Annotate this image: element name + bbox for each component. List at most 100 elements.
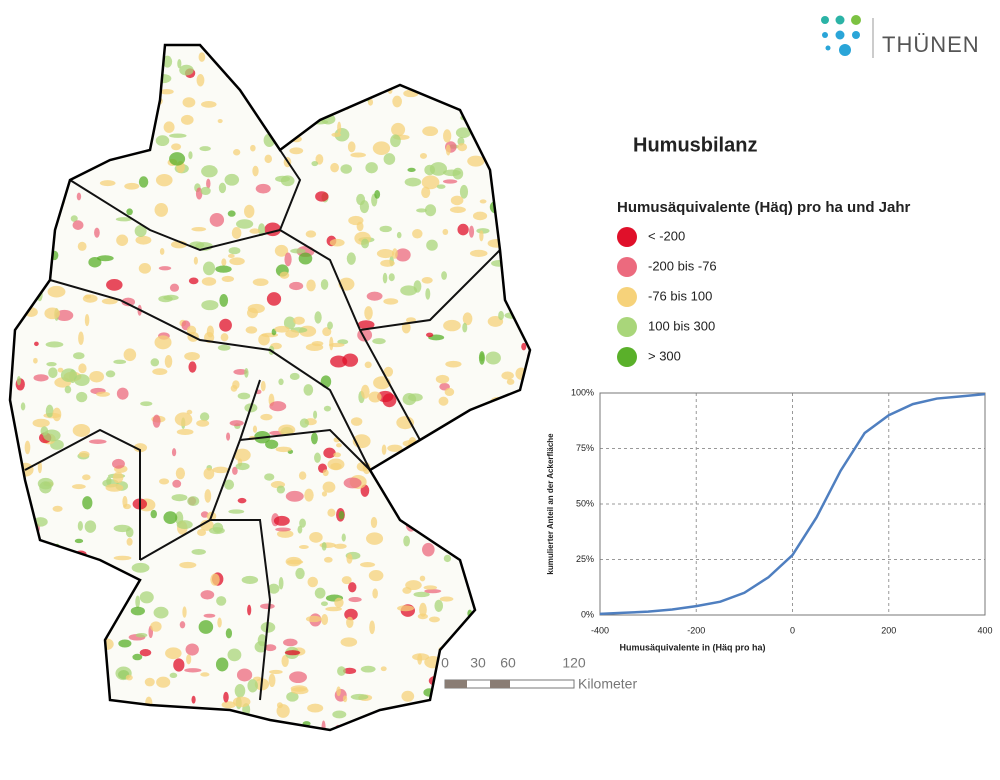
- map-patch: [79, 638, 90, 648]
- map-patch: [99, 110, 115, 116]
- map-patch: [523, 257, 528, 265]
- map-patch: [122, 142, 137, 152]
- map-patch: [366, 291, 383, 301]
- map-patch: [107, 614, 115, 620]
- map-patch: [316, 98, 326, 110]
- map-patch: [233, 368, 248, 375]
- map-patch: [471, 696, 481, 707]
- map-patch: [524, 192, 530, 199]
- map-patch: [116, 234, 129, 246]
- map-patch: [158, 295, 173, 303]
- map-patch: [163, 121, 175, 133]
- map-patch: [118, 639, 132, 648]
- map-patch: [221, 275, 235, 282]
- map-patch: [32, 82, 38, 88]
- map-patch: [10, 211, 21, 219]
- map-patch: [79, 646, 93, 657]
- legend: < -200 -200 bis -76 -76 bis 100 100 bis 300…: [617, 227, 717, 367]
- logo: THÜNEN: [821, 15, 979, 58]
- y-tick-label: 0%: [581, 609, 594, 619]
- map: [8, 37, 532, 740]
- map-patch: [443, 319, 461, 332]
- map-patch: [260, 413, 273, 421]
- map-patch: [265, 46, 273, 52]
- map-patch: [60, 368, 78, 383]
- map-patch: [331, 101, 345, 107]
- map-patch: [35, 735, 48, 740]
- map-patch: [522, 702, 530, 714]
- map-patch: [395, 248, 411, 262]
- map-patch: [336, 686, 341, 697]
- map-patch: [201, 300, 219, 311]
- map-patch: [415, 45, 429, 53]
- logo-dot: [839, 44, 851, 56]
- map-patch: [506, 378, 515, 385]
- map-patch: [179, 621, 186, 629]
- map-patch: [383, 298, 399, 305]
- map-patch: [10, 569, 12, 578]
- map-patch: [231, 227, 242, 239]
- map-patch: [150, 358, 160, 367]
- map-patch: [258, 720, 270, 728]
- map-patch: [106, 279, 123, 291]
- map-patch: [306, 45, 324, 53]
- map-patch: [85, 594, 92, 608]
- map-patch: [217, 118, 223, 124]
- map-patch: [307, 576, 318, 588]
- map-patch: [311, 340, 324, 347]
- map-patch: [315, 191, 329, 202]
- map-patch: [462, 312, 473, 326]
- map-patch: [24, 47, 31, 54]
- map-patch: [135, 633, 148, 638]
- map-patch: [264, 473, 275, 481]
- map-patch: [227, 210, 236, 217]
- map-patch: [33, 45, 48, 46]
- map-patch: [203, 613, 216, 618]
- map-patch: [202, 261, 216, 276]
- map-patch: [299, 518, 306, 528]
- state-border: [49, 279, 371, 471]
- map-patch: [163, 511, 178, 524]
- map-patch: [278, 424, 296, 436]
- map-patch: [227, 648, 242, 662]
- map-patch: [46, 362, 57, 367]
- map-patch: [525, 489, 530, 495]
- map-patch: [155, 135, 170, 147]
- map-patch: [258, 69, 267, 83]
- map-patch: [474, 728, 491, 730]
- map-patch: [396, 231, 402, 239]
- legend-label: > 300: [648, 348, 681, 363]
- map-patch: [203, 467, 215, 480]
- map-patch: [58, 643, 70, 657]
- map-patch: [66, 110, 80, 118]
- map-patch: [59, 145, 75, 156]
- map-patch: [439, 596, 454, 602]
- map-patch: [199, 716, 211, 722]
- map-patch: [52, 407, 62, 422]
- map-patch: [40, 426, 49, 436]
- map-patch: [441, 271, 447, 280]
- map-patch: [233, 149, 241, 156]
- map-patch: [145, 696, 153, 710]
- map-patch: [124, 111, 139, 122]
- title: Humusbilanz: [633, 134, 757, 156]
- map-patch: [196, 74, 205, 87]
- map-patch: [321, 614, 329, 626]
- map-patch: [264, 644, 277, 652]
- map-patch: [289, 671, 307, 684]
- map-patch: [464, 529, 472, 542]
- map-patch: [22, 66, 36, 76]
- map-patch: [186, 37, 200, 44]
- map-patch: [306, 279, 316, 292]
- map-patch: [430, 437, 448, 449]
- map-patch: [180, 114, 194, 125]
- map-patch: [49, 581, 67, 586]
- map-patch: [423, 688, 436, 697]
- map-patch: [342, 695, 348, 703]
- map-patch: [412, 229, 423, 239]
- map-patch: [305, 615, 322, 623]
- map-patch: [488, 605, 503, 611]
- legend-label: -200 bis -76: [648, 258, 717, 273]
- map-patch: [79, 45, 92, 53]
